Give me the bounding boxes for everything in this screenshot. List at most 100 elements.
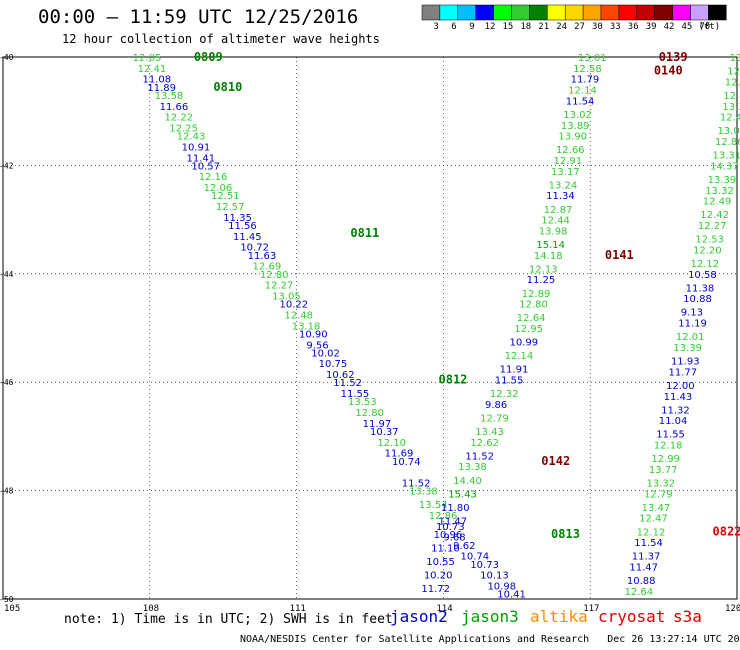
- wave-height-label: 10.73: [470, 560, 499, 571]
- wave-height-label: 11.47: [439, 516, 468, 527]
- colorbar-label: 36: [627, 22, 639, 32]
- colorbar-swatch: [529, 4, 548, 21]
- wave-height-label: 13.58: [155, 91, 184, 102]
- wave-height-label: 11.55: [341, 389, 370, 400]
- wave-height-label: 13.90: [558, 132, 587, 143]
- wave-height-label: 12.87: [544, 205, 573, 216]
- wave-height-label: 10.90: [299, 329, 328, 340]
- wave-height-label: 12.14: [568, 86, 597, 97]
- legend-altika: altika: [530, 607, 588, 626]
- wave-height-label: 10.91: [182, 142, 211, 153]
- chart-title: 00:00 – 11:59 UTC 12/25/2016: [38, 6, 359, 28]
- colorbar-swatch: [493, 4, 512, 21]
- wave-height-label: 11.34: [546, 191, 575, 202]
- wave-height-label: 12.89: [522, 289, 551, 300]
- wave-height-label: 12.80: [519, 300, 548, 311]
- wave-height-label: 12.86: [429, 511, 458, 522]
- wave-height-label: 12.53: [695, 235, 724, 246]
- wave-height-label: 12.57: [216, 202, 245, 213]
- pass-time-label: 0812: [439, 372, 468, 386]
- wave-height-label: 11.38: [686, 283, 715, 294]
- wave-height-label: 11.52: [402, 478, 431, 489]
- wave-height-label: 12.22: [164, 113, 193, 124]
- wave-height-label: 12.16: [199, 172, 228, 183]
- wave-height-label: 11.89: [147, 83, 176, 94]
- wave-height-label: 13.98: [539, 226, 568, 237]
- wave-height-label: 13.01: [578, 53, 607, 64]
- plot-frame: [2, 56, 738, 600]
- wave-height-label: 12.12: [691, 259, 720, 270]
- wave-height-label: 11.93: [671, 357, 700, 368]
- colorbar-swatch: [636, 4, 655, 21]
- wave-height-label: 12.80: [260, 270, 289, 281]
- pass-time-label: 0142: [541, 454, 570, 468]
- credit-line: NOAA/NESDIS Center for Satellite Applica…: [240, 634, 740, 645]
- colorbar-swatch: [511, 4, 530, 21]
- legend-jason2: jason2: [390, 607, 448, 626]
- colorbar-label: 18: [520, 22, 532, 32]
- wave-height-label: 13.38: [409, 487, 438, 498]
- wave-height-label: 12.44: [720, 113, 740, 124]
- wave-height-label: 12.79: [644, 489, 673, 500]
- wave-height-label: 13.32: [705, 186, 734, 197]
- wave-height-label: 11.69: [385, 449, 414, 460]
- wave-height-label: 11.55: [495, 375, 524, 386]
- wave-height-label: 11.79: [571, 75, 600, 86]
- colorbar-swatch: [475, 4, 494, 21]
- colorbar-label: (ft): [698, 22, 721, 32]
- wave-height-label: 12.86: [715, 137, 740, 148]
- data-points: 12.0512.4111.0811.8913.5811.6612.2212.25…: [133, 53, 740, 601]
- y-tick-label: -44: [0, 270, 14, 279]
- wave-height-label: 10.22: [279, 300, 308, 311]
- wave-height-label: 11.56: [228, 221, 257, 232]
- wave-height-label: 12.49: [703, 197, 732, 208]
- y-tick-label: -42: [0, 161, 14, 170]
- wave-height-label: 13.02: [563, 110, 592, 121]
- wave-height-label: 11.04: [659, 416, 688, 427]
- wave-height-label: 12.80: [355, 408, 384, 419]
- legend-s3a: s3a: [673, 607, 702, 626]
- wave-height-label: 12.69: [253, 262, 282, 273]
- wave-height-label: 12.47: [639, 514, 668, 525]
- wave-height-label: 9.56: [306, 340, 328, 351]
- wave-height-label: 10.20: [424, 571, 453, 582]
- wave-height-label: 13.53: [348, 397, 377, 408]
- legend-jason3: jason3: [461, 607, 519, 626]
- wave-height-label: 12.44: [541, 216, 570, 227]
- colorbar-label: 24: [556, 22, 568, 32]
- colorbar-swatch: [618, 4, 638, 21]
- colorbar-label: 3: [433, 22, 439, 32]
- colorbar-swatch: [582, 4, 602, 21]
- colorbar-label: 30: [592, 22, 603, 32]
- colorbar-swatch: [708, 4, 727, 21]
- wave-height-label: 9.13: [681, 308, 703, 319]
- wave-height-label: 12.48: [284, 310, 313, 321]
- x-tick-label: 108: [143, 604, 159, 614]
- x-tick-label: 105: [4, 604, 20, 614]
- pass-time-label: 0810: [213, 80, 242, 94]
- wave-height-label: 13.18: [292, 321, 321, 332]
- wave-height-label: 13.47: [642, 503, 671, 514]
- colorbar-label: 45: [681, 22, 693, 32]
- x-tick-label: 120: [725, 604, 740, 614]
- wave-height-label: 10.74: [392, 457, 421, 468]
- wave-height-label: 11.97: [363, 419, 392, 430]
- wave-height-label: 13.38: [458, 462, 487, 473]
- colorbar-swatch: [690, 4, 709, 21]
- wave-height-label: 12.32: [490, 389, 519, 400]
- colorbar-label: 12: [484, 22, 496, 32]
- wave-height-label: 15.43: [448, 489, 477, 500]
- pass-time-label: 0139: [659, 50, 688, 64]
- wave-height-label: 11.37: [632, 552, 661, 563]
- wave-height-label: 12.27: [698, 221, 727, 232]
- wave-height-label: 11.66: [160, 102, 189, 113]
- wave-height-label: 12.64: [624, 587, 653, 598]
- wave-height-label: 12.10: [377, 438, 406, 449]
- wave-height-label: 12.12: [637, 527, 666, 538]
- wave-height-label: 11.47: [629, 562, 658, 573]
- wave-height-label: 13.17: [551, 167, 580, 178]
- wave-height-label: 10.96: [434, 530, 463, 541]
- wave-height-label: 11.35: [223, 213, 252, 224]
- wave-height-label: 10.57: [191, 161, 220, 172]
- wave-height-label: 11.41: [187, 153, 216, 164]
